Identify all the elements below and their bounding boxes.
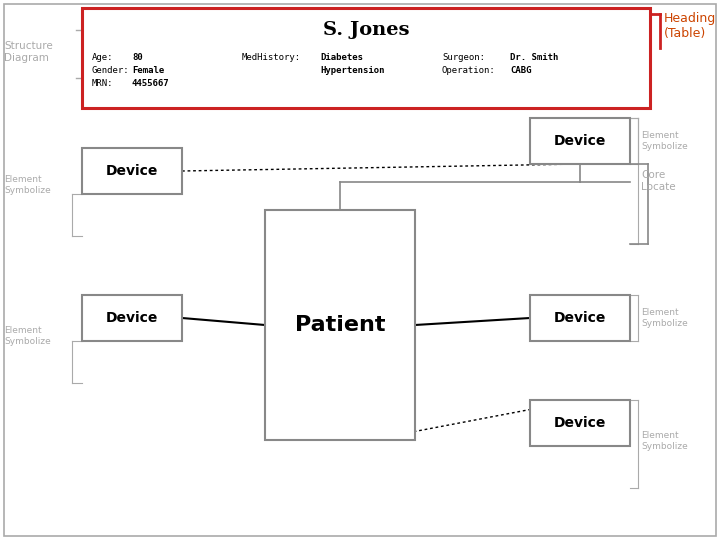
Text: Element
Symbolize: Element Symbolize xyxy=(4,326,50,346)
Text: Dr. Smith: Dr. Smith xyxy=(510,53,559,62)
Text: Hypertension: Hypertension xyxy=(320,66,384,75)
Text: Element
Symbolize: Element Symbolize xyxy=(641,431,688,451)
Text: Device: Device xyxy=(554,134,606,148)
Text: Female: Female xyxy=(132,66,164,75)
Text: Device: Device xyxy=(106,164,158,178)
Text: Diabetes: Diabetes xyxy=(320,53,363,62)
Text: 80: 80 xyxy=(132,53,143,62)
Text: MedHistory:: MedHistory: xyxy=(242,53,301,62)
Bar xyxy=(265,210,415,440)
Text: Heading
(Table): Heading (Table) xyxy=(664,12,716,40)
Bar xyxy=(530,400,630,446)
Text: Patient: Patient xyxy=(294,315,385,335)
Text: Surgeon:: Surgeon: xyxy=(442,53,485,62)
Text: Core
Locate: Core Locate xyxy=(641,170,675,192)
Text: MRN:: MRN: xyxy=(92,79,114,88)
Text: Gender:: Gender: xyxy=(92,66,130,75)
Text: Structure
Diagram: Structure Diagram xyxy=(4,41,53,63)
Bar xyxy=(82,295,182,341)
Text: 4455667: 4455667 xyxy=(132,79,170,88)
Text: Device: Device xyxy=(106,311,158,325)
Text: Element
Symbolize: Element Symbolize xyxy=(4,176,50,195)
Text: S. Jones: S. Jones xyxy=(323,21,409,39)
Bar xyxy=(530,295,630,341)
Bar xyxy=(530,118,630,164)
Text: Device: Device xyxy=(554,311,606,325)
Bar xyxy=(82,8,650,108)
Text: Device: Device xyxy=(554,416,606,430)
Bar xyxy=(82,148,182,194)
Text: Age:: Age: xyxy=(92,53,114,62)
Text: CABG: CABG xyxy=(510,66,531,75)
Text: Operation:: Operation: xyxy=(442,66,496,75)
Text: Element
Symbolize: Element Symbolize xyxy=(641,131,688,151)
Text: Element
Symbolize: Element Symbolize xyxy=(641,308,688,328)
